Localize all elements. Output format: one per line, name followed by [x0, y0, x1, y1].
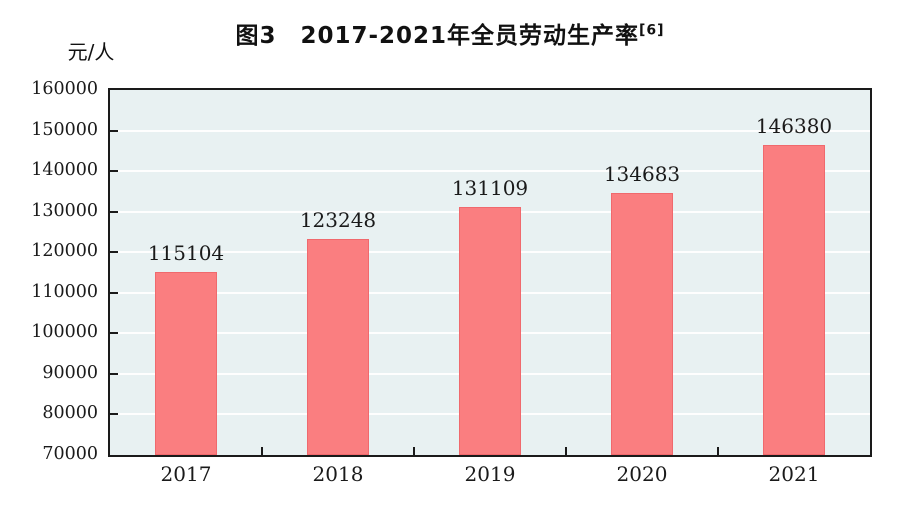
gridline-150000 [110, 129, 870, 132]
y-axis-tick-150000 [110, 129, 118, 132]
y-axis-label-70000: 70000 [42, 444, 98, 464]
bar-2020 [611, 192, 673, 455]
y-axis-tick-130000 [110, 210, 118, 213]
chart-title: 图3 2017-2021年全员劳动生产率[6] [0, 16, 900, 50]
y-axis-label-130000: 130000 [31, 200, 98, 221]
y-axis-tick-100000 [110, 332, 118, 335]
y-axis-tick-labels: 70000 80000 90000 100000 110000 120000 130000 1… [0, 0, 104, 522]
plot-area: 115104 123248 131109 134683 146380 [108, 88, 872, 457]
x-axis-label-2018: 2018 [312, 462, 364, 486]
y-axis-label-120000: 120000 [31, 241, 98, 262]
y-axis-label-160000: 160000 [31, 79, 98, 99]
chart-title-text: 图3 2017-2021年全员劳动生产率 [235, 23, 640, 49]
y-axis-tick-110000 [110, 291, 118, 294]
x-axis-label-2021: 2021 [768, 462, 820, 486]
y-axis-label-80000: 80000 [42, 403, 98, 424]
bar-2019 [459, 207, 521, 455]
y-axis-unit-label: 元/人 [67, 40, 115, 64]
y-axis-tick-120000 [110, 251, 118, 254]
y-axis-label-150000: 150000 [31, 119, 98, 140]
y-axis-tick-90000 [110, 372, 118, 375]
x-axis-tick-labels: 2017 2018 2019 2020 2021 [110, 462, 870, 492]
x-axis-boundary-tick-1 [261, 447, 263, 455]
bar-2018 [307, 239, 369, 455]
bar-value-label-2018: 123248 [299, 208, 377, 233]
x-axis-boundary-tick-4 [717, 447, 719, 455]
x-axis-boundary-tick-3 [565, 447, 567, 455]
y-axis-label-100000: 100000 [31, 322, 98, 343]
bar-value-label-2017: 115104 [147, 241, 225, 266]
x-axis-boundary-tick-2 [413, 447, 415, 455]
chart-title-footnote-ref: [6] [639, 22, 665, 39]
y-axis-label-90000: 90000 [42, 362, 98, 383]
bar-value-label-2020: 134683 [603, 161, 681, 186]
x-axis-label-2019: 2019 [464, 462, 516, 486]
x-axis-label-2020: 2020 [616, 462, 668, 486]
bar-2021 [763, 145, 825, 455]
bar-2017 [155, 272, 217, 455]
bar-value-label-2021: 146380 [755, 114, 833, 139]
y-axis-label-140000: 140000 [31, 160, 98, 181]
x-axis-label-2017: 2017 [160, 462, 212, 486]
y-axis-tick-140000 [110, 170, 118, 173]
y-axis-tick-80000 [110, 413, 118, 416]
bar-value-label-2019: 131109 [451, 176, 529, 201]
y-axis-label-110000: 110000 [31, 281, 98, 302]
gridline-140000 [110, 170, 870, 173]
